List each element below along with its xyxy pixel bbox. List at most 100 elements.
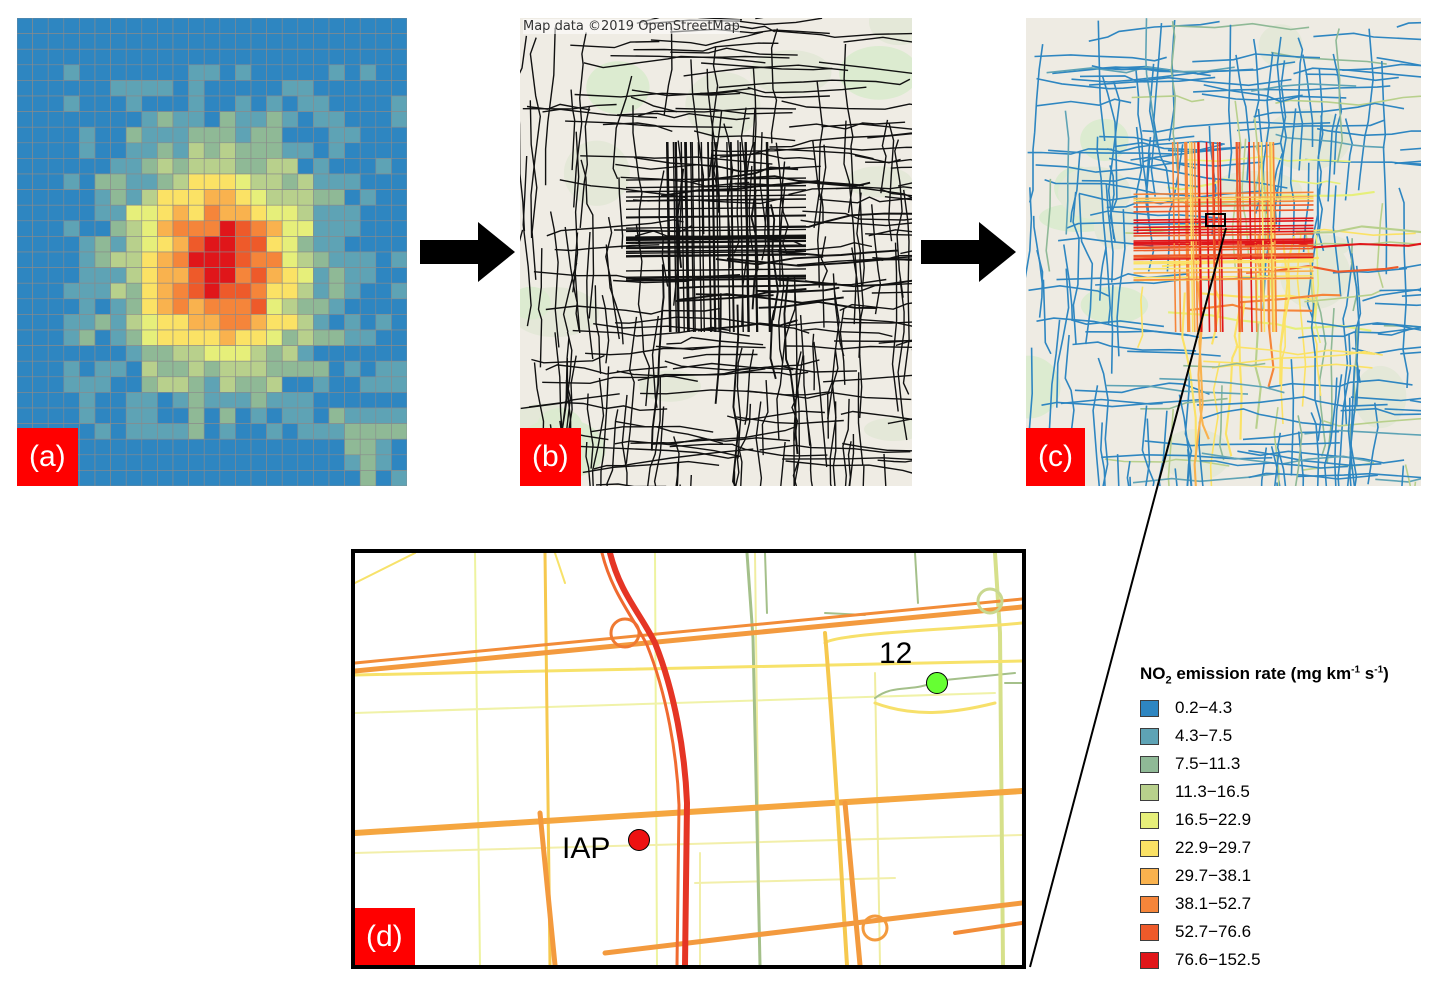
emission-legend: NO2 emission rate (mg km-1 s-1) 0.2−4.3 4… xyxy=(1140,664,1450,974)
road-segment xyxy=(796,256,912,266)
road-segment xyxy=(1099,135,1195,143)
road-segment xyxy=(640,389,830,399)
road-segment xyxy=(1099,247,1107,301)
road-segment xyxy=(1072,341,1197,352)
zoomed-detail-map: 12 IAP (d) xyxy=(351,549,1026,969)
road-segment xyxy=(697,319,798,332)
road-segment xyxy=(1133,209,1314,213)
road-segment xyxy=(582,460,720,474)
road-segment xyxy=(574,92,741,98)
road-segment xyxy=(635,224,651,407)
road-segment xyxy=(1116,209,1126,357)
road-segment xyxy=(1133,274,1314,279)
road-segment xyxy=(1190,141,1196,333)
road-segment xyxy=(1092,385,1101,486)
road-segment xyxy=(1130,156,1263,167)
road-segment xyxy=(633,42,779,52)
road-segment xyxy=(1097,20,1106,142)
road-segment xyxy=(1252,141,1258,333)
road-segment xyxy=(1158,410,1168,486)
road-segment xyxy=(625,278,807,282)
road-emission-map: (c) xyxy=(1026,18,1421,486)
road-segment xyxy=(1133,230,1314,235)
road-segment xyxy=(585,441,591,486)
road-segment xyxy=(1327,113,1337,202)
road-segment xyxy=(793,462,800,486)
road-segment xyxy=(1218,385,1225,461)
road-segment xyxy=(595,483,667,486)
road-segment xyxy=(820,144,827,224)
road-segment xyxy=(625,194,807,198)
road-segment xyxy=(1239,293,1341,304)
road-segment xyxy=(1133,240,1314,245)
road-segment xyxy=(819,196,912,204)
road-segment xyxy=(665,141,671,333)
road-segment xyxy=(738,403,752,486)
road-segment xyxy=(1099,422,1106,486)
road-segment xyxy=(625,254,807,258)
road-segment xyxy=(897,182,912,187)
road-segment xyxy=(1107,81,1121,239)
road-emission-network xyxy=(1026,18,1421,486)
road-segment xyxy=(785,345,912,350)
road-segment xyxy=(1193,311,1205,486)
road-segment xyxy=(618,177,624,249)
road-segment xyxy=(1197,61,1296,75)
road-segment xyxy=(1045,178,1052,272)
road-segment xyxy=(707,141,712,333)
road-segment xyxy=(727,410,825,422)
road-segment xyxy=(1036,77,1136,90)
road-segment xyxy=(780,212,912,229)
road-segment xyxy=(1144,18,1158,145)
legend-item: 22.9−29.7 xyxy=(1140,834,1450,862)
legend-label: 16.5−22.9 xyxy=(1175,810,1252,830)
road-segment xyxy=(879,188,912,197)
road-segment xyxy=(625,275,807,280)
road-segment xyxy=(621,394,628,486)
road-segment xyxy=(1133,191,1314,196)
road-segment xyxy=(1110,284,1114,374)
road-segment xyxy=(856,192,864,358)
road-segment xyxy=(600,366,610,486)
road-segment xyxy=(843,317,912,327)
road-segment xyxy=(1198,421,1204,486)
road-segment xyxy=(1248,141,1253,333)
road-segment xyxy=(781,100,912,110)
road-segment xyxy=(591,377,605,486)
road-segment xyxy=(785,321,912,327)
road-segment xyxy=(1145,418,1151,486)
road-segment xyxy=(1171,141,1177,333)
road-segment xyxy=(564,355,577,486)
road-segment xyxy=(531,354,605,364)
road-segment xyxy=(1323,377,1338,486)
road-segment xyxy=(1184,371,1193,486)
road-segment xyxy=(1298,326,1421,339)
road-segment xyxy=(1189,141,1194,333)
road-segment xyxy=(802,210,912,221)
road-segment xyxy=(1404,464,1412,486)
road-segment xyxy=(529,37,542,239)
road-segment xyxy=(1349,326,1358,470)
road-segment xyxy=(1340,407,1421,416)
road-segment xyxy=(1202,408,1332,427)
basemap-patch xyxy=(586,61,650,115)
road-segment xyxy=(1131,95,1205,103)
road-segment xyxy=(1294,415,1303,486)
legend-swatch xyxy=(1140,839,1159,857)
road-segment xyxy=(782,457,912,461)
road-segment xyxy=(647,375,661,486)
road-segment xyxy=(1133,204,1314,208)
basemap-patch xyxy=(863,417,912,441)
road-segment xyxy=(630,96,678,113)
road-segment xyxy=(1251,83,1357,92)
gridded-emission-map: (a) xyxy=(17,18,407,486)
road-network xyxy=(520,18,912,486)
road-segment xyxy=(549,211,560,348)
road-segment xyxy=(1133,270,1314,274)
basemap-patch xyxy=(685,72,761,140)
road-segment xyxy=(1236,141,1241,333)
road-segment xyxy=(711,141,717,333)
road-segment xyxy=(625,177,807,181)
road-segment xyxy=(1313,32,1421,41)
road-segment xyxy=(711,141,716,333)
